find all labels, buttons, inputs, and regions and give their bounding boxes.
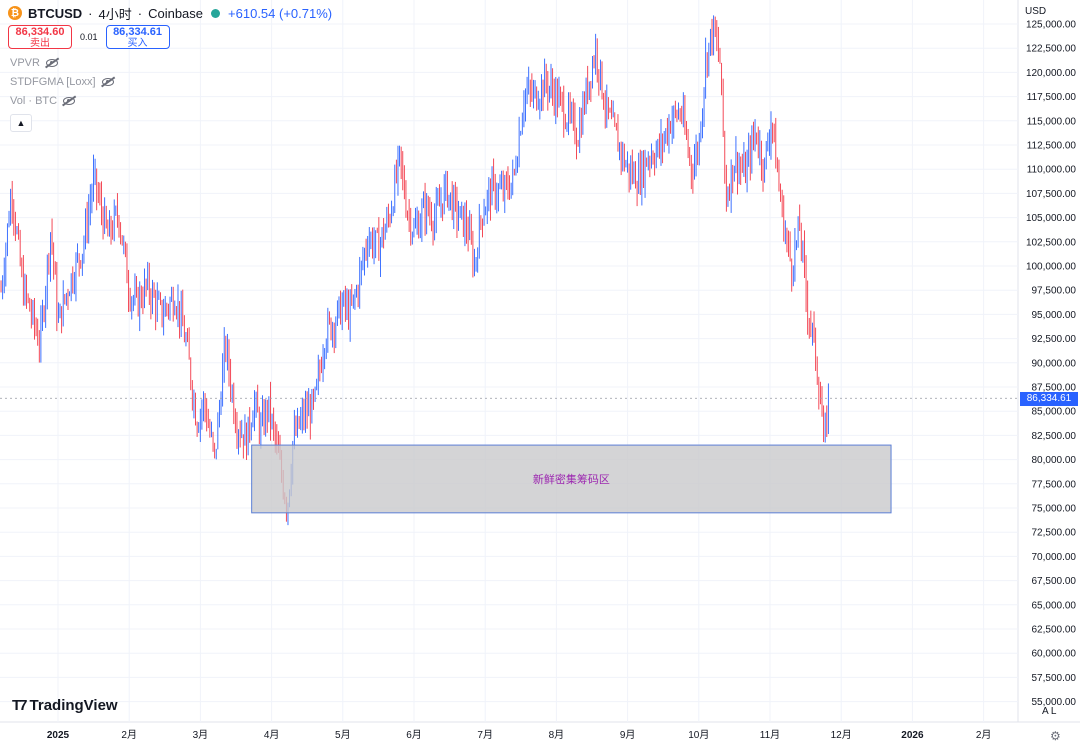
chevron-up-icon[interactable]: ▲ [10,114,32,132]
indicator-vpvr[interactable]: VPVR [10,57,58,69]
interval-label[interactable]: 4小时 [98,6,132,22]
time-tick-label: 12月 [831,729,852,741]
gear-icon[interactable]: ⚙ [1050,729,1061,743]
price-tick-label: 82,500.00 [1032,431,1077,442]
price-tick-label: 55,000.00 [1032,697,1077,708]
time-tick-label: 7月 [477,729,493,741]
tradingview-logo-icon: T7 [12,697,27,714]
price-tick-label: 122,500.00 [1026,44,1076,55]
price-tick-label: 97,500.00 [1032,286,1077,297]
eye-off-icon[interactable] [101,78,114,86]
price-tick-label: 60,000.00 [1032,649,1077,660]
price-change: +610.54 (+0.71%) [228,5,333,21]
time-tick-label: 5月 [335,729,351,741]
price-tick-label: 90,000.00 [1032,358,1077,369]
price-tick-label: 77,500.00 [1032,479,1077,490]
price-series [0,15,829,526]
price-tick-label: 125,000.00 [1026,20,1076,31]
price-tick-label: 95,000.00 [1032,310,1077,321]
price-tick-label: 102,500.00 [1026,237,1076,248]
chart-header: ₿ BTCUSD · 4小时 · Coinbase +610.54 (+0.71… [8,4,332,22]
indicator-volume[interactable]: Vol · BTC [10,95,76,107]
buy-price: 86,334.61 [113,26,162,38]
indicator-stdfgma[interactable]: STDFGMA [Loxx] [10,76,114,88]
current-price-badge: 86,334.61 [1020,392,1078,406]
market-status-dot [211,8,221,18]
buy-button[interactable]: 86,334.61 买入 [105,25,170,49]
time-tick-label: 9月 [620,729,636,741]
price-tick-label: 57,500.00 [1032,673,1077,684]
indicator-label: STDFGMA [Loxx] [10,76,96,88]
indicator-label: Vol · BTC [10,95,58,107]
tradingview-logo[interactable]: T7 TradingView [12,697,118,714]
zone-rect [251,444,892,514]
price-tick-label: 105,000.00 [1026,213,1076,224]
price-tick-label: 65,000.00 [1032,600,1077,611]
sell-label: 卖出 [30,38,50,49]
time-tick-label: 2月 [976,729,992,741]
price-axis: 125,000.00 122,500.00 120,000.00 117,500.00… [1026,20,1076,709]
price-tick-label: 80,000.00 [1032,455,1077,466]
time-tick-label: 6月 [406,729,422,741]
price-tick-label: 75,000.00 [1032,504,1077,515]
price-tick-label: 112,500.00 [1027,141,1077,152]
time-axis: 2025 2月 3月 4月 5月 6月 7月 8月 9月 10月 11月 12月 2026 2月 [47,729,992,741]
annotation-zone: 新鲜密集筹码区 [251,444,892,514]
time-tick-label: 3月 [193,729,209,741]
price-tick-label: 62,500.00 [1032,625,1077,636]
time-tick-label: 2026 [901,730,924,741]
symbol-label[interactable]: BTCUSD [28,5,83,21]
price-tick-label: 87,500.00 [1032,383,1077,394]
currency-selector[interactable]: USD [1025,6,1047,17]
time-tick-label: 2025 [47,730,70,741]
sell-price: 86,334.60 [15,26,65,38]
price-tick-label: 107,500.00 [1026,189,1076,200]
price-tick-label: 67,500.00 [1032,576,1077,587]
price-tick-label: 72,500.00 [1032,528,1077,539]
zone-label: 新鲜密集筹码区 [533,472,610,486]
bitcoin-icon: ₿ [8,6,22,20]
indicator-label: VPVR [10,57,40,69]
time-tick-label: 4月 [264,729,280,741]
spread-value: 0.01 [80,32,98,42]
time-tick-label: 11月 [760,729,780,741]
time-tick-label: 8月 [549,729,565,741]
price-tick-label: 100,000.00 [1026,262,1076,273]
buy-label: 买入 [127,38,148,49]
price-tick-label: 115,000.00 [1027,116,1077,127]
time-tick-label: 10月 [688,729,709,741]
price-tick-label: 117,500.00 [1027,92,1077,103]
price-tick-label: 92,500.00 [1032,334,1077,345]
price-tick-label: 70,000.00 [1032,552,1077,563]
scale-controls[interactable]: A L [1042,706,1057,717]
sell-button[interactable]: 86,334.60 卖出 [8,25,72,49]
price-tick-label: 120,000.00 [1026,68,1076,79]
exchange-label: Coinbase [148,5,204,21]
price-tick-label: 85,000.00 [1032,407,1077,418]
eye-off-icon[interactable] [63,97,76,105]
separator: · [88,5,93,21]
eye-off-icon[interactable] [45,59,58,67]
time-tick-label: 2月 [121,729,137,741]
price-tick-label: 110,000.00 [1027,165,1077,176]
branding-text: TradingView [29,697,118,714]
separator: · [137,5,143,21]
trade-panel: 86,334.60 卖出 0.01 86,334.61 买入 [8,25,170,49]
